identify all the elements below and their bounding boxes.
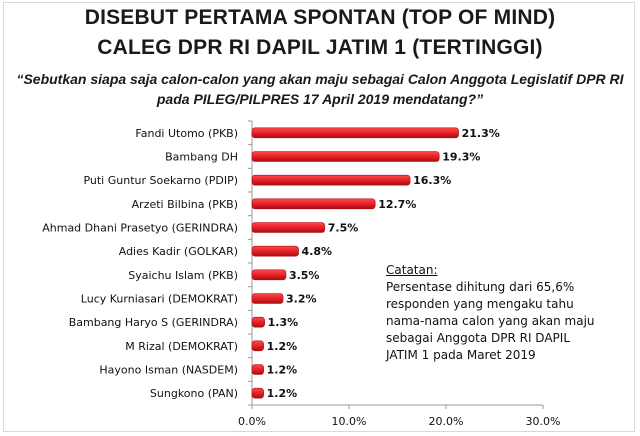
category-label: M Rizal (DEMOKRAT): [125, 340, 238, 353]
x-tick-label: 30.0%: [526, 415, 561, 428]
category-label: Adies Kadir (GOLKAR): [119, 245, 238, 258]
chart-title-line1: DISEBUT PERTAMA SPONTAN (TOP OF MIND): [84, 6, 556, 29]
value-label: 21.3%: [462, 127, 500, 140]
bar: [251, 151, 440, 162]
survey-question-line1: “Sebutkan siapa saja calon-calon yang ak…: [16, 71, 624, 87]
category-label: Fandi Utomo (PKB): [135, 127, 238, 140]
value-label: 4.8%: [302, 245, 333, 258]
bar: [251, 364, 264, 375]
slide-frame: [3, 2, 635, 432]
bar: [251, 269, 287, 281]
bar: [251, 174, 411, 186]
value-label: 7.5%: [328, 222, 359, 235]
bar: [251, 387, 264, 399]
value-label: 1.2%: [267, 364, 298, 377]
category-label: Arzeti Bilbina (PKB): [132, 198, 238, 211]
note-line: sebagai Anggota DPR RI DAPIL: [386, 331, 571, 345]
note-line: JATIM 1 pada Maret 2019: [386, 348, 536, 362]
value-label: 16.3%: [413, 174, 451, 187]
bar: [251, 293, 284, 304]
category-label: Sungkono (PAN): [150, 387, 238, 400]
value-label: 1.3%: [268, 316, 299, 329]
note-line: responden yang mengaku tahu: [386, 297, 574, 311]
bar: [251, 340, 264, 352]
category-label: Bambang DH: [165, 151, 238, 164]
value-label: 3.5%: [289, 269, 320, 282]
category-label: Hayono Isman (NASDEM): [99, 364, 238, 377]
category-label: Puti Guntur Soekarno (PDIP): [83, 174, 238, 187]
note-line: Persentase dihitung dari 65,6%: [386, 280, 575, 294]
category-label: Syaichu Islam (PKB): [128, 269, 238, 282]
value-label: 12.7%: [378, 198, 416, 211]
value-label: 3.2%: [286, 293, 317, 306]
bar: [251, 316, 265, 328]
chart-title-line2: CALEG DPR RI DAPIL JATIM 1 (TERTINGGI): [97, 36, 543, 59]
note-line: nama-nama calon yang akan maju: [386, 314, 595, 328]
x-tick-label: 20.0%: [429, 415, 464, 428]
x-tick-label: 0.0%: [238, 415, 266, 428]
category-label: Bambang Haryo S (GERINDRA): [69, 316, 238, 329]
category-label: Ahmad Dhani Prasetyo (GERINDRA): [42, 222, 238, 235]
value-label: 19.3%: [442, 151, 480, 164]
bar: [251, 198, 376, 210]
note-box: Catatan: Persentase dihitung dari 65,6% …: [386, 262, 636, 364]
survey-question-line2: pada PILEG/PILPRES 17 April 2019 mendata…: [156, 91, 484, 107]
note-title: Catatan:: [386, 263, 438, 277]
value-label: 1.2%: [267, 387, 298, 400]
bar: [251, 127, 459, 139]
bar: [251, 245, 299, 257]
x-tick-label: 10.0%: [332, 415, 367, 428]
bar: [251, 222, 326, 233]
category-label: Lucy Kurniasari (DEMOKRAT): [81, 293, 238, 306]
plot-area: Fandi Utomo (PKB) 21.3% Bambang DH 19.3% Put…: [42, 120, 561, 428]
value-label: 1.2%: [267, 340, 298, 353]
